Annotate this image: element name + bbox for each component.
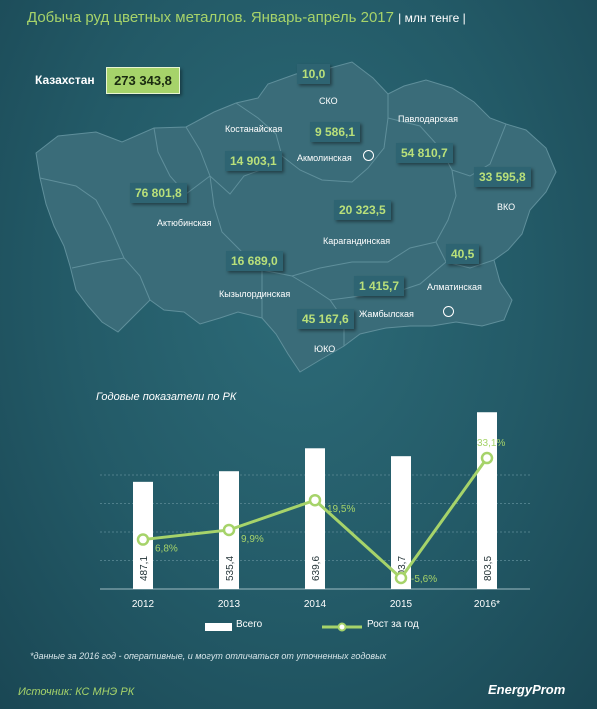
- growth-label: -5,6%: [411, 574, 437, 585]
- map-shape: [35, 61, 557, 373]
- unit-label: | млн тенге |: [398, 11, 466, 25]
- region-name-yuko: ЮКО: [314, 344, 336, 354]
- region-name-aktobe: Актюбинская: [157, 218, 212, 228]
- source-note: Источник: КС МНЭ РК: [18, 686, 135, 698]
- legend-bar-label: Всего: [236, 619, 263, 630]
- x-tick-label: 2014: [304, 599, 327, 610]
- city-marker-astana: [363, 150, 374, 161]
- legend-line-label: Рост за год: [367, 619, 419, 630]
- city-marker-almaty: [443, 306, 454, 317]
- region-name-pavlodar: Павлодарская: [398, 114, 458, 124]
- region-name-sko: СКО: [319, 96, 338, 106]
- region-value-pavlodar: 54 810,7: [396, 143, 453, 163]
- growth-label: 19,5%: [327, 504, 355, 515]
- footnote: *данные за 2016 год - оперативные, и мог…: [30, 651, 387, 661]
- region-name-karaganda: Карагандинская: [323, 236, 391, 246]
- bar: [391, 456, 411, 589]
- legend-bar-swatch: [205, 623, 232, 631]
- growth-point: [222, 523, 236, 537]
- kazakhstan-map: [35, 61, 557, 373]
- bar-value-label: 803,5: [483, 556, 494, 581]
- bar-value-label: 639,6: [311, 556, 322, 581]
- x-tick-label: 2015: [390, 599, 413, 610]
- region-value-yuko: 45 167,6: [297, 309, 354, 329]
- region-value-kostanay: 14 903,1: [225, 151, 282, 171]
- region-value-karaganda: 20 323,5: [334, 200, 391, 220]
- legend-line-swatch: [322, 622, 362, 632]
- x-tick-label: 2016*: [474, 599, 500, 610]
- brand-logo: EnergyProm: [488, 682, 565, 697]
- region-name-vko: ВКО: [497, 202, 516, 212]
- region-name-kostanay: Костанайская: [225, 124, 283, 134]
- bar-value-label: 603,7: [397, 556, 408, 581]
- chart-subtitle: Годовые показатели по РК: [96, 391, 237, 403]
- bar: [305, 448, 325, 589]
- annual-chart: 487,1 535,4 639,6 603,7 803,5 6,8% 9,9% 19,5% -…: [100, 412, 530, 610]
- brand-name: EnergyProm: [488, 682, 566, 697]
- region-name-almaty: Алматинская: [427, 282, 482, 292]
- growth-label: 9,9%: [241, 534, 264, 545]
- region-name-akmola: Акмолинская: [297, 153, 352, 163]
- x-axis-ticks: 2012 2013 2014 2015 2016*: [132, 599, 500, 610]
- growth-label: 6,8%: [155, 544, 178, 555]
- bar-value-label: 487,1: [139, 556, 150, 581]
- region-name-kyzylorda: Кызылординская: [219, 289, 291, 299]
- growth-point: [394, 571, 408, 585]
- region-value-kyzylorda: 16 689,0: [226, 251, 283, 271]
- x-tick-label: 2013: [218, 599, 241, 610]
- region-value-zhambyl: 1 415,7: [354, 276, 405, 296]
- growth-point: [480, 451, 494, 465]
- region-value-almaty: 40,5: [446, 244, 480, 264]
- page-title: Добыча руд цветных металлов. Январь-апре…: [27, 9, 466, 26]
- region-name-zhambyl: Жамбылская: [359, 309, 414, 319]
- bar-value-label: 535,4: [225, 556, 236, 581]
- region-value-vko: 33 595,8: [474, 167, 531, 187]
- region-value-sko: 10,0: [297, 64, 331, 84]
- region-value-aktobe: 76 801,8: [130, 183, 187, 203]
- line-series: 6,8% 9,9% 19,5% -5,6% 33,1%: [136, 438, 505, 585]
- x-tick-label: 2012: [132, 599, 155, 610]
- growth-point: [136, 533, 150, 546]
- region-value-akmola: 9 586,1: [310, 122, 361, 142]
- growth-label: 33,1%: [477, 438, 505, 449]
- kazakhstan-total: 273 343,8: [106, 67, 180, 94]
- growth-point: [308, 493, 322, 507]
- kazakhstan-label: Казахстан: [35, 73, 95, 87]
